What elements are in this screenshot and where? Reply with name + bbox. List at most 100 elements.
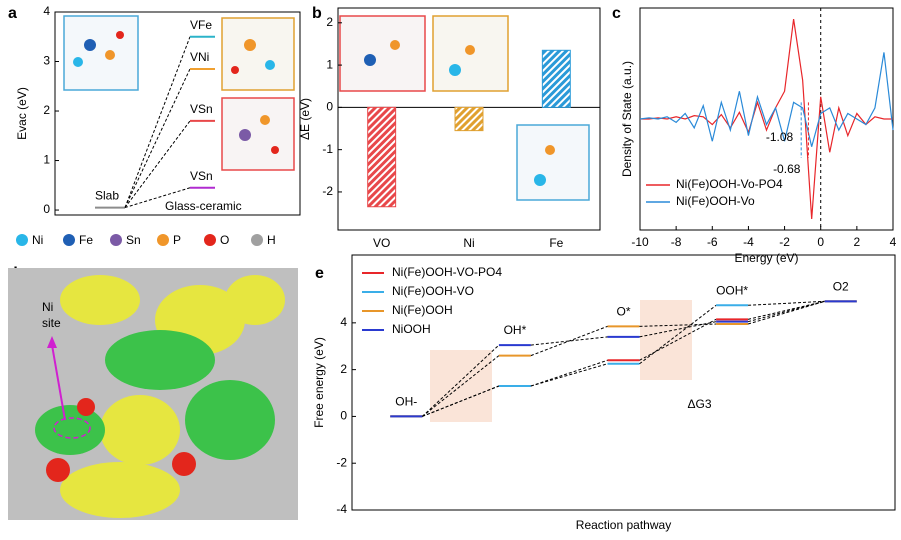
legend-label: H xyxy=(267,233,276,247)
legend-label: Ni(Fe)OOH-Vo xyxy=(676,194,755,208)
atom xyxy=(364,54,376,66)
atom xyxy=(84,39,96,51)
y-tick-label: -4 xyxy=(336,502,347,516)
y-tick-label: 0 xyxy=(326,100,333,114)
panel-label: a xyxy=(8,5,17,22)
plot-frame xyxy=(54,11,301,216)
highlight xyxy=(430,350,492,422)
annotation: Ni xyxy=(42,300,53,314)
annotation: site xyxy=(42,316,61,330)
y-tick-label: 4 xyxy=(43,4,50,18)
series-line xyxy=(640,19,893,219)
level-label: Slab xyxy=(95,189,119,203)
category-label: O2 xyxy=(833,279,849,293)
y-tick-label: -1 xyxy=(322,142,333,156)
annotation: -1.08 xyxy=(766,130,794,144)
legend-swatch xyxy=(110,234,122,246)
y-tick-label: 2 xyxy=(340,362,347,376)
y-tick-label: 3 xyxy=(43,54,50,68)
x-axis-label: Energy (eV) xyxy=(734,251,798,265)
isosurface xyxy=(60,275,140,325)
legend-label: Ni(Fe)OOH-Vo-PO4 xyxy=(676,177,783,191)
level-label: VNi xyxy=(190,50,209,64)
atom xyxy=(77,398,95,416)
connector xyxy=(639,321,717,338)
x-tick-label: VO xyxy=(373,236,390,250)
connector xyxy=(639,318,717,361)
atom xyxy=(116,31,124,39)
legend-label: Fe xyxy=(79,233,93,247)
connector xyxy=(748,300,825,306)
level-label: VFe xyxy=(190,18,212,32)
y-tick-label: 2 xyxy=(326,15,333,29)
legend-swatch xyxy=(63,234,75,246)
bar xyxy=(367,106,397,208)
isosurface xyxy=(225,275,285,325)
connector xyxy=(530,363,608,387)
atom xyxy=(105,50,115,60)
y-axis-label: Density of State (a.u.) xyxy=(620,61,634,177)
connector xyxy=(421,355,500,417)
y-tick-label: 1 xyxy=(326,57,333,71)
panel-d-image: Ni site xyxy=(8,268,298,520)
atom xyxy=(231,66,239,74)
inset xyxy=(339,15,426,92)
legend-label: Ni(Fe)OOH xyxy=(392,303,453,317)
atom xyxy=(239,129,251,141)
level-label: VSn xyxy=(190,169,213,183)
legend-label: Ni xyxy=(32,233,43,247)
category-label: OH* xyxy=(504,323,527,337)
connector xyxy=(747,300,825,323)
insets xyxy=(63,15,692,422)
atom xyxy=(260,115,270,125)
x-tick-label: -4 xyxy=(743,235,754,249)
connector xyxy=(639,323,717,327)
legend-swatch xyxy=(251,234,263,246)
isosurface xyxy=(60,462,180,518)
category-label: OH- xyxy=(395,395,417,409)
connector xyxy=(422,385,500,417)
atom xyxy=(545,145,555,155)
bar xyxy=(454,106,484,132)
isosurface xyxy=(105,330,215,390)
inset xyxy=(63,15,139,91)
atom xyxy=(172,452,196,476)
connector xyxy=(530,359,608,387)
y-tick-label: 0 xyxy=(340,409,347,423)
panel-label: c xyxy=(612,5,621,22)
highlight xyxy=(640,300,692,380)
y-tick-label: 0 xyxy=(43,202,50,216)
y-tick-label: -2 xyxy=(336,455,347,469)
connector xyxy=(124,120,191,208)
annotation: ΔG3 xyxy=(688,397,712,411)
y-tick-label: 2 xyxy=(43,103,50,117)
x-tick-label: -8 xyxy=(671,235,682,249)
atom xyxy=(390,40,400,50)
connector xyxy=(124,36,191,208)
arrow xyxy=(51,344,66,421)
y-tick-label: -2 xyxy=(322,184,333,198)
connector xyxy=(530,325,608,357)
y-tick-label: 1 xyxy=(43,153,50,167)
atom xyxy=(73,57,83,67)
inset xyxy=(516,124,590,201)
annotation: Glass-ceramic xyxy=(165,199,242,213)
y-axis-label: ΔE (eV) xyxy=(298,98,312,140)
atom xyxy=(46,458,70,482)
connector xyxy=(530,336,608,346)
atom xyxy=(244,39,256,51)
legend-label: NiOOH xyxy=(392,322,431,336)
connector xyxy=(421,344,500,417)
isosurface xyxy=(185,380,275,460)
inset xyxy=(221,97,295,171)
x-tick-label: -2 xyxy=(779,235,790,249)
atom xyxy=(271,146,279,154)
atom xyxy=(534,174,546,186)
legend-label: Ni(Fe)OOH-VO-PO4 xyxy=(392,265,502,279)
plot-frame xyxy=(337,7,601,231)
x-tick-label: Ni xyxy=(463,236,474,250)
atom xyxy=(449,64,461,76)
x-axis-label: Reaction pathway xyxy=(576,518,671,532)
atom xyxy=(465,45,475,55)
inset xyxy=(221,17,295,91)
